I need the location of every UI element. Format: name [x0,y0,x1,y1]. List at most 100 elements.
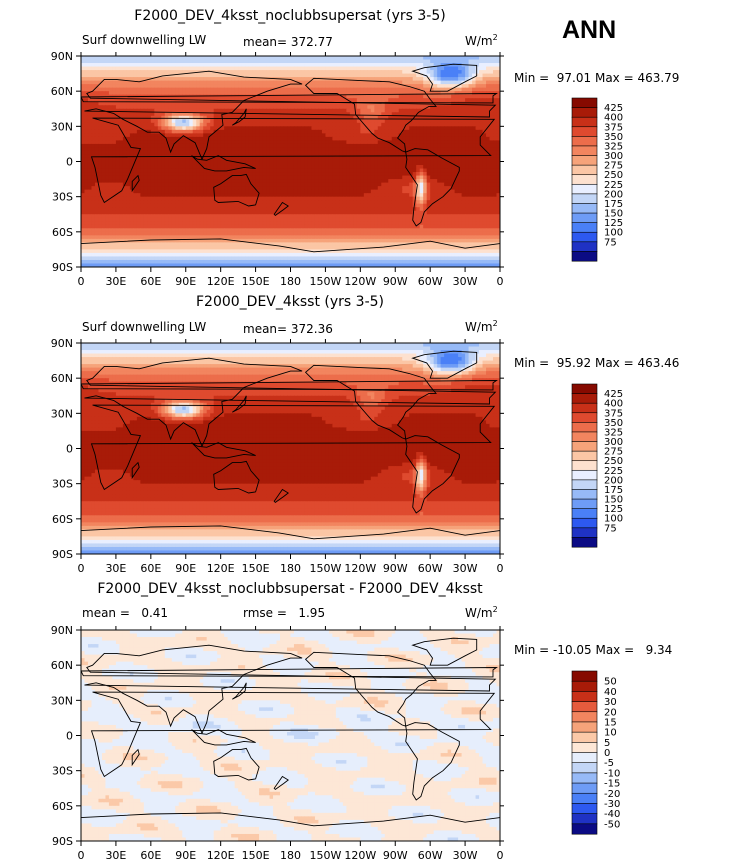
panel-2-coastlines [81,350,500,554]
panel-2-y-tick: 60S [52,513,73,526]
panel-3-x-tick: 150E [242,849,270,862]
coastline-antarctica [81,525,500,554]
colorbar-box [571,251,598,262]
colorbar-label: 250 [604,456,623,467]
colorbar-label: 325 [604,141,623,152]
panel-2-x-tick: 0 [497,562,504,575]
panel-1-x-tick: 30E [105,275,126,288]
colorbar-label: 50 [604,677,617,688]
coastline-nz [273,775,289,790]
season-label: ANN [562,16,616,45]
panel-2-x-tick: 120E [207,562,235,575]
colorbar-box [571,721,598,733]
coastline-madagascar [131,174,140,193]
panel-1-x-tick: 120E [207,275,235,288]
colorbar-label: 350 [604,132,623,143]
colorbar-box [571,517,598,529]
panel-2-units: W/m2 [465,319,498,334]
colorbar-label: -20 [604,789,620,800]
panel-3-y-tick: 90N [51,624,73,637]
colorbar-label: 40 [604,687,617,698]
colorbar-box [571,203,598,214]
panel-2-x-tick: 0 [78,562,85,575]
colorbar-label: 300 [604,151,623,162]
colorbar-label: 150 [604,209,623,220]
coastline-samerica [405,148,460,227]
coastline-nz [273,488,289,503]
panel-3-x-tick: 90E [175,849,196,862]
colorbar-label: 125 [604,504,623,515]
colorbar-box [571,772,598,784]
panel-3-x-tick: 30E [105,849,126,862]
colorbar-box [571,670,598,682]
colorbar-label: 275 [604,161,623,172]
colorbar-box [571,116,598,128]
panel-1-y-tick: 60S [52,226,73,239]
panel-1-x-tick: 150W [309,275,341,288]
panel-3-coastlines [81,637,500,841]
colorbar-box [571,731,598,743]
colorbar-box [571,479,598,490]
colorbar-label: 425 [604,103,623,114]
panel-3-x-tick: 150W [309,849,341,862]
colorbar-box [571,450,598,462]
panel-1-x-tick: 90W [383,275,408,288]
panel-3-y-tick: 60N [51,659,73,672]
coastline-indonesia [191,442,256,459]
colorbar-label: -30 [604,799,620,810]
colorbar-box [571,155,598,166]
colorbar-label: 250 [604,170,623,181]
panel-3-x-tick: 60E [140,849,161,862]
colorbar-label: 10 [604,728,617,739]
colorbar-label: -50 [604,819,620,830]
panel-1-x-tick: 60W [418,275,443,288]
coastline-madagascar [131,748,140,767]
colorbar-box [571,126,598,137]
coastline-samerica [405,435,460,514]
panel-2-y-tick: 90S [52,548,73,561]
colorbar-box [571,383,598,395]
panel-2-field [81,343,500,554]
colorbar-label: -10 [604,768,620,779]
panel-3-y-tick: 30S [52,765,73,778]
panel-2-x-tick: 60W [418,562,443,575]
colorbar-label: 375 [604,122,623,133]
colorbar-label: 20 [604,707,617,718]
coastline-greenland [411,350,478,379]
panel-3-x-tick: 120E [207,849,235,862]
panel-3-y-tick: 90S [52,835,73,848]
colorbar-box [571,212,598,224]
colorbar-label: 5 [604,738,610,749]
panel-1-coastlines [81,63,500,267]
colorbar-box [571,469,598,481]
colorbar-label: 15 [604,717,617,728]
coastline-indonesia [191,729,256,746]
panel-3-y-tick: 60S [52,800,73,813]
panel-2-y-tick: 30S [52,478,73,491]
panel-1-x-tick: 30W [453,275,478,288]
colorbar-label: 400 [604,113,623,124]
colorbar-label: 30 [604,697,617,708]
panel-2-x-tick: 30W [453,562,478,575]
panel-2-x-tick: 90E [175,562,196,575]
panel-2-colorbar: 4254003753503253002752502252001751501251… [571,383,623,548]
coastline-australia [213,747,260,781]
colorbar-box [571,107,598,118]
colorbar-label: 100 [604,228,623,239]
colorbar-box [571,183,598,195]
coastline-samerica [405,722,460,801]
coastline-madagascar [131,461,140,480]
colorbar-label: 225 [604,180,623,191]
colorbar-label: 425 [604,389,623,400]
colorbar-box [571,136,598,147]
coastline-africa [90,404,496,491]
colorbar-box [571,97,598,109]
colorbar-box [571,431,598,443]
colorbar-label: 175 [604,485,623,496]
coastline-greenland [411,63,478,92]
coastline-antarctica [81,238,500,267]
panel-3-x-tick: 120W [344,849,376,862]
colorbar-box [571,241,598,252]
panel-1-units: W/m2 [465,33,498,48]
